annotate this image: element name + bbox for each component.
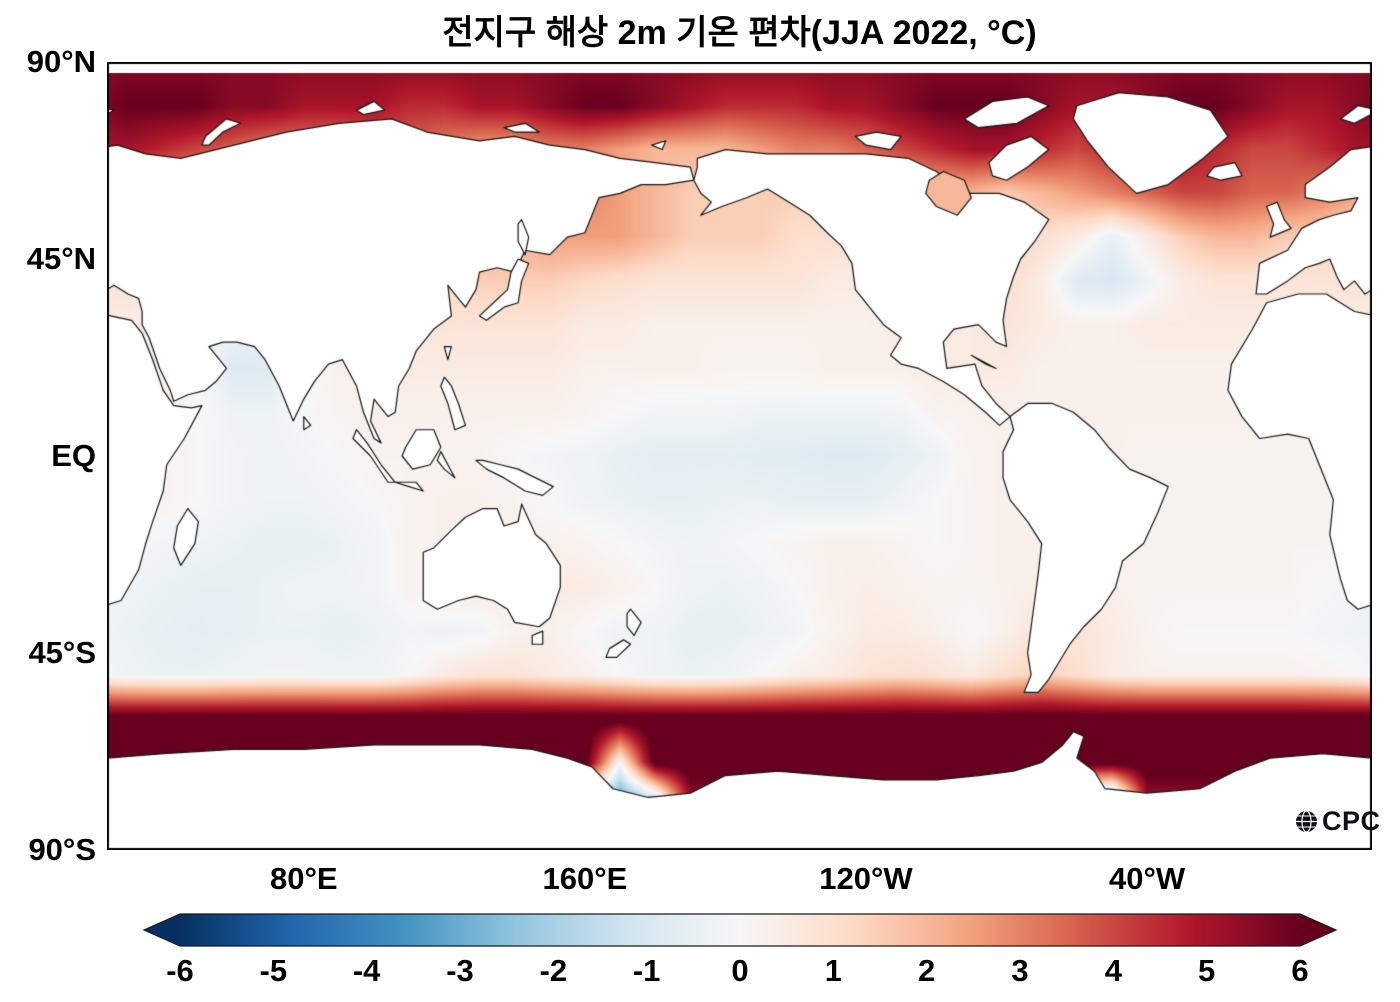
world-anomaly-map-canvas xyxy=(107,62,1372,850)
globe-icon xyxy=(1296,810,1317,833)
lat-tick-label: EQ xyxy=(51,438,96,473)
lat-tick-label: 45°N xyxy=(26,241,96,276)
figure-title: 전지구 해상 2m 기온 편차(JJA 2022, °C) xyxy=(442,14,1037,52)
colorbar-tick-label: 6 xyxy=(1291,953,1309,988)
colorbar-tick-label: 0 xyxy=(731,953,749,988)
colorbar-tick-label: 2 xyxy=(918,953,936,988)
colorbar-tick-label: -3 xyxy=(446,953,474,988)
lon-tick-label: 120°W xyxy=(819,861,913,896)
cpc-logo: CPC xyxy=(1294,806,1381,837)
lat-tick-label: 90°S xyxy=(28,832,96,867)
colorbar xyxy=(142,913,1338,947)
colorbar-gradient-bar xyxy=(142,913,1338,947)
colorbar-tick-label: -6 xyxy=(166,953,194,988)
lon-tick-label: 80°E xyxy=(269,861,338,896)
colorbar-tick-label: 3 xyxy=(1011,953,1029,988)
logo-text: CPC xyxy=(1322,806,1381,836)
colorbar-tick-label: 5 xyxy=(1198,953,1216,988)
lat-tick-label: 90°N xyxy=(26,44,96,79)
lon-tick-label: 40°W xyxy=(1109,861,1186,896)
colorbar-tick-label: -5 xyxy=(259,953,288,988)
colorbar-tick-label: 4 xyxy=(1104,953,1122,988)
colorbar-tick-label: 1 xyxy=(824,953,842,988)
lat-tick-label: 45°S xyxy=(28,635,96,670)
colorbar-tick-label: -1 xyxy=(632,953,661,988)
colorbar-tick-label: -4 xyxy=(352,953,381,988)
lon-tick-label: 160°E xyxy=(542,861,628,896)
colorbar-tick-label: -2 xyxy=(539,953,568,988)
